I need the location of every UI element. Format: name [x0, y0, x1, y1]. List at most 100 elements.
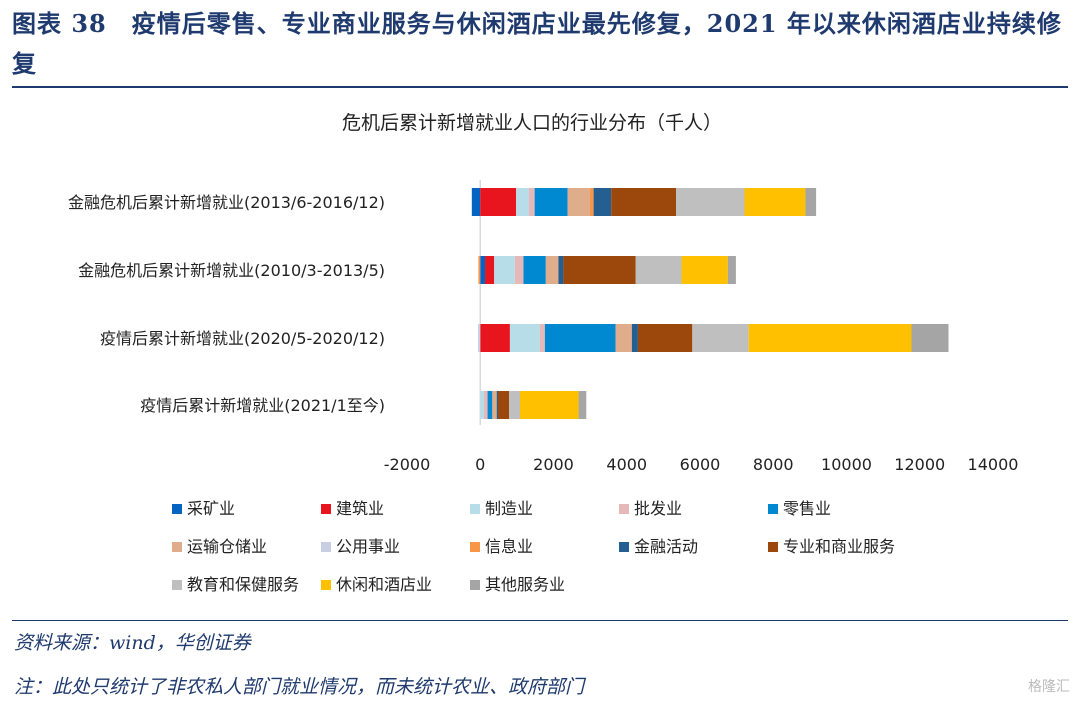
chart-title: 危机后累计新增就业人口的行业分布（千人） [342, 112, 722, 134]
legend-label: 批发业 [634, 499, 682, 518]
legend-label: 采矿业 [187, 499, 235, 518]
legend-label: 公用事业 [336, 537, 400, 556]
bar-segment [509, 391, 520, 419]
legend-item: 零售业 [768, 499, 831, 518]
bar-segment [805, 188, 817, 216]
title-divider [12, 86, 1068, 88]
x-tick-label: -2000 [384, 455, 431, 474]
legend-label: 专业和商业服务 [783, 537, 895, 556]
legend-swatch [172, 504, 182, 514]
legend-swatch [172, 542, 182, 552]
bar-segment [483, 391, 488, 419]
legend-swatch [321, 504, 331, 514]
legend-swatch [619, 542, 629, 552]
x-tick-label: 14000 [968, 455, 1019, 474]
legend-swatch [470, 580, 480, 590]
bar-segment [744, 188, 806, 216]
watermark: 格隆汇 [1028, 679, 1070, 695]
legend-item: 批发业 [619, 499, 682, 518]
category-label: 疫情后累计新增就业(2020/5-2020/12) [100, 329, 385, 348]
legend-swatch [470, 542, 480, 552]
legend-swatch [172, 580, 182, 590]
category-label: 金融危机后累计新增就业(2010/3-2013/5) [78, 261, 385, 280]
bar-segment [539, 324, 545, 352]
bar-segment [681, 256, 728, 284]
bar-segment [496, 391, 499, 419]
legend-swatch [321, 580, 331, 590]
legend-label: 金融活动 [634, 537, 698, 556]
bar-segment [593, 188, 612, 216]
legend-item: 其他服务业 [470, 575, 565, 594]
bar-segment [567, 188, 590, 216]
bar-segment [480, 256, 486, 284]
legend-label: 制造业 [485, 499, 533, 518]
legend-item: 建筑业 [321, 499, 384, 518]
bar-segment [544, 324, 616, 352]
category-label: 金融危机后累计新增就业(2013/6-2016/12) [68, 193, 385, 212]
bar-segment [748, 324, 912, 352]
legend-swatch [768, 504, 778, 514]
note-text: 注：此处只统计了非农私人部门就业情况，而未统计农业、政府部门 [14, 676, 585, 698]
legend-item: 专业和商业服务 [768, 537, 895, 556]
legend-item: 公用事业 [321, 537, 400, 556]
bar-segment [611, 188, 677, 216]
x-tick-label: 10000 [821, 455, 872, 474]
bar-segment [509, 324, 540, 352]
bar-segment [478, 324, 481, 352]
x-tick-label: 6000 [680, 455, 721, 474]
bar-segment [498, 391, 510, 419]
bar-segment [558, 256, 564, 284]
legend-item: 信息业 [470, 537, 533, 556]
legend-label: 信息业 [485, 537, 533, 556]
legend-label: 教育和保健服务 [187, 575, 299, 594]
bar-segment [485, 256, 495, 284]
bar-segment [637, 324, 693, 352]
bar-segment [545, 256, 559, 284]
x-tick-label: 12000 [894, 455, 945, 474]
bar-segment [480, 324, 510, 352]
legend-item: 采矿业 [172, 499, 235, 518]
legend-item: 教育和保健服务 [172, 575, 299, 594]
x-tick-label: 4000 [606, 455, 647, 474]
figure-title: 图表 38 疫情后零售、专业商业服务与休闲酒店业最先修复，2021 年以来休闲酒… [12, 9, 1062, 78]
footer-divider [12, 620, 1068, 621]
x-tick-label: 0 [475, 455, 485, 474]
legend-item: 制造业 [470, 499, 533, 518]
legend-label: 休闲和酒店业 [336, 575, 432, 594]
bar-segment [478, 256, 481, 284]
bar-segment [514, 256, 524, 284]
legend-swatch [470, 504, 480, 514]
x-tick-label: 8000 [753, 455, 794, 474]
bar-segment [692, 324, 749, 352]
bar-segment [615, 324, 632, 352]
bar-segment [534, 188, 568, 216]
bar-segment [492, 391, 497, 419]
legend-item: 休闲和酒店业 [321, 575, 432, 594]
category-label: 疫情后累计新增就业(2021/1至今) [140, 396, 385, 415]
bar-segment [578, 391, 587, 419]
bar-segment [911, 324, 949, 352]
legend-label: 零售业 [783, 499, 831, 518]
legend-item: 运输仓储业 [172, 537, 267, 556]
bar-segment [480, 391, 484, 419]
bar-segment [516, 188, 529, 216]
bar-segment [480, 188, 517, 216]
bar-segment [563, 256, 636, 284]
legend-swatch [619, 504, 629, 514]
chart: 危机后累计新增就业人口的行业分布（千人） 金融危机后累计新增就业(2013/6-… [68, 112, 1019, 594]
legend-label: 运输仓储业 [187, 537, 267, 556]
x-tick-label: 2000 [533, 455, 574, 474]
bar-segment [487, 391, 493, 419]
bar-segment [676, 188, 745, 216]
bar-segment [471, 188, 481, 216]
bar-segment [635, 256, 682, 284]
legend-label: 建筑业 [336, 499, 384, 518]
legend-swatch [321, 542, 331, 552]
bar-segment [519, 391, 579, 419]
bar-segment [727, 256, 736, 284]
bar-segment [528, 188, 535, 216]
bar-segment [523, 256, 546, 284]
source-text: 资料来源：wind，华创证券 [14, 632, 251, 654]
legend-swatch [768, 542, 778, 552]
bar-segment [631, 324, 638, 352]
